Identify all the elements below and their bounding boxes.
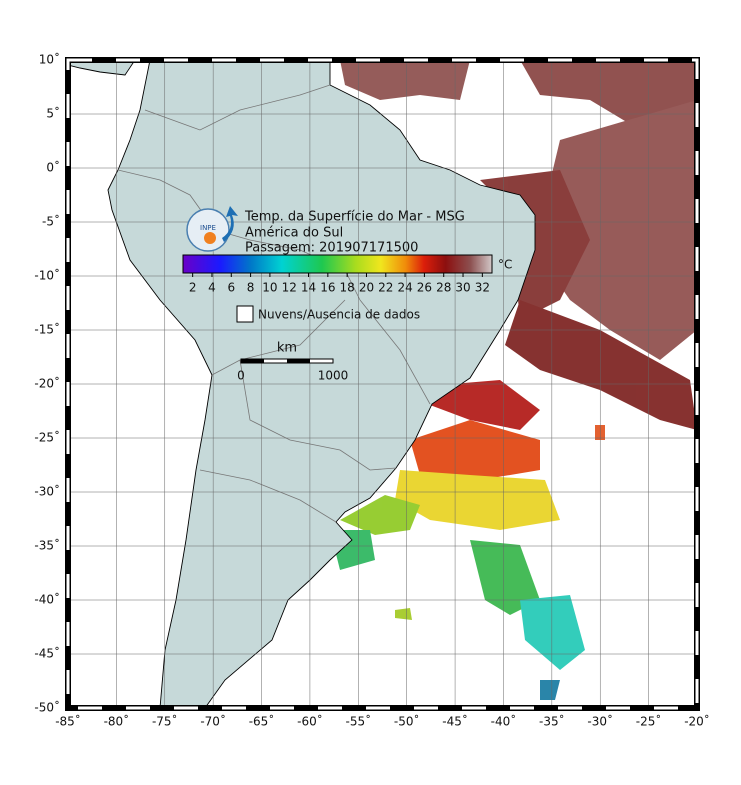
legend-label: Nuvens/Ausencia de dados <box>258 308 420 322</box>
y-tick-label: 5˚ <box>46 106 60 121</box>
colorbar-tick-label: 12 <box>282 281 297 295</box>
x-tick-label: -60˚ <box>297 714 323 729</box>
y-tick-label: -35˚ <box>34 538 60 553</box>
y-tick-label: -5˚ <box>42 214 60 229</box>
colorbar-tick-label: 2 <box>189 281 197 295</box>
y-tick-label: -40˚ <box>34 592 60 607</box>
x-tick-label: -45˚ <box>442 714 468 729</box>
x-tick-label: -55˚ <box>346 714 372 729</box>
x-tick-label: -85˚ <box>55 714 81 729</box>
x-tick-label: -50˚ <box>394 714 420 729</box>
land-central-america <box>68 60 136 76</box>
x-tick-label: -70˚ <box>200 714 226 729</box>
x-tick-label: -35˚ <box>539 714 565 729</box>
x-tick-label: -65˚ <box>249 714 275 729</box>
colorbar-tick-label: 22 <box>378 281 393 295</box>
colorbar-tick-label: 10 <box>262 281 277 295</box>
x-tick-label: -20˚ <box>684 714 710 729</box>
colorbar-tick-label: 4 <box>208 281 216 295</box>
sst-patches <box>335 60 697 700</box>
logo-text: INPE <box>200 224 216 232</box>
colorbar <box>182 254 493 274</box>
colorbar-tick-label: 14 <box>301 281 316 295</box>
title-line: Temp. da Superfície do Mar - MSG <box>244 210 465 225</box>
legend-swatch <box>236 305 254 323</box>
title-line: América do Sul <box>245 226 343 241</box>
colorbar-unit: °C <box>498 258 512 272</box>
scale-label: 1000 <box>318 369 349 383</box>
y-tick-label: 0˚ <box>46 160 60 175</box>
colorbar-tick-label: 6 <box>227 281 235 295</box>
y-tick-label: -45˚ <box>34 646 60 661</box>
y-tick-label: -10˚ <box>34 268 60 283</box>
map-frame-dashes <box>66 58 699 710</box>
x-tick-label: -25˚ <box>636 714 662 729</box>
colorbar-tick-label: 28 <box>436 281 451 295</box>
x-tick-label: -80˚ <box>104 714 130 729</box>
y-tick-label: -20˚ <box>34 376 60 391</box>
colorbar-tick-label: 26 <box>417 281 432 295</box>
colorbar-tick-label: 20 <box>359 281 374 295</box>
colorbar-tick-label: 32 <box>475 281 490 295</box>
x-tick-label: -40˚ <box>491 714 517 729</box>
colorbar-tick-label: 18 <box>340 281 355 295</box>
y-tick-label: -15˚ <box>34 322 60 337</box>
colorbar-tick-label: 24 <box>397 281 412 295</box>
colorbar-tick-label: 16 <box>320 281 335 295</box>
scale-bar <box>240 358 334 364</box>
y-tick-label: -25˚ <box>34 430 60 445</box>
y-tick-label: 10˚ <box>39 52 60 67</box>
logo: INPE <box>186 206 238 252</box>
title-line: Passagem: 201907171500 <box>245 241 418 256</box>
map-area <box>68 60 697 708</box>
colorbar-tick-label: 8 <box>247 281 255 295</box>
y-tick-label: -50˚ <box>34 700 60 715</box>
colorbar-tick-label: 30 <box>455 281 470 295</box>
scale-label: 0 <box>237 369 245 383</box>
graticule <box>68 60 697 708</box>
y-tick-label: -30˚ <box>34 484 60 499</box>
scale-unit: km <box>277 341 297 356</box>
x-tick-label: -75˚ <box>152 714 178 729</box>
x-tick-label: -30˚ <box>587 714 613 729</box>
